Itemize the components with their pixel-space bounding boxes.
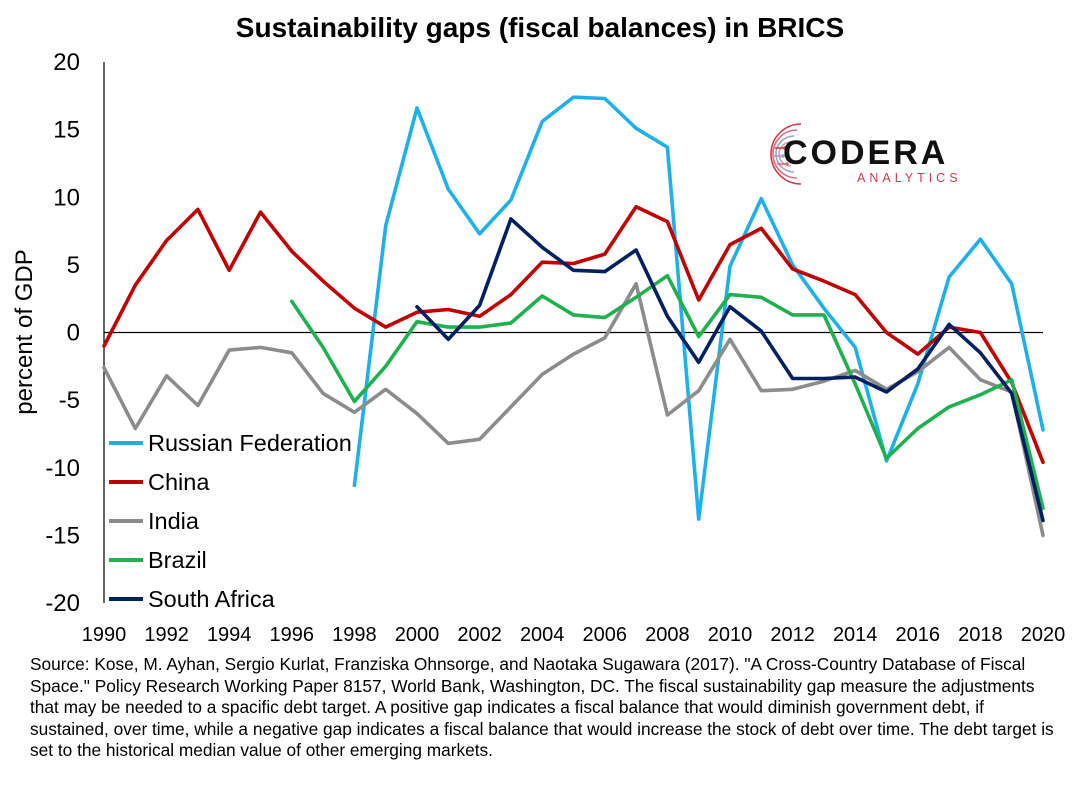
x-tick-label: 2012 [770, 624, 815, 646]
x-tick-label: 2010 [708, 624, 753, 646]
y-axis-label: percent of GDP [11, 249, 38, 414]
x-tick-label: 2016 [896, 624, 941, 646]
x-tick-label: 1994 [207, 624, 252, 646]
logo-wordmark: CODERA [783, 134, 949, 172]
series-line-china [102, 204, 1045, 465]
logo-subtext: ANALYTICS [857, 171, 962, 185]
codera-logo: CODERA ANALYTICS [763, 118, 973, 190]
legend-label-south-africa: South Africa [148, 586, 276, 612]
x-tick-label: 2008 [645, 624, 690, 646]
legend: Russian Federation China India Brazil South … [109, 430, 352, 612]
series-line-india [102, 281, 1045, 538]
legend-label-brazil: Brazil [148, 547, 207, 573]
x-tick-label: 2004 [520, 624, 565, 646]
x-tick-label: 2014 [833, 624, 878, 646]
series-line-russian-federation [352, 95, 1045, 521]
x-tick-label: 2006 [583, 624, 628, 646]
legend-label-india: India [148, 508, 200, 534]
y-tick-label: 20 [53, 49, 80, 76]
y-tick-label: -20 [45, 590, 80, 617]
x-tick-label: 2018 [958, 624, 1003, 646]
y-tick-label: -5 [59, 387, 80, 414]
y-tick-label: -15 [45, 522, 80, 549]
x-tick-label: 1996 [270, 624, 315, 646]
y-tick-label: 10 [53, 184, 80, 211]
x-tick-label: 1992 [144, 624, 189, 646]
series-line-south-africa [415, 217, 1045, 523]
source-note: Source: Kose, M. Ayhan, Sergio Kurlat, F… [30, 654, 1054, 761]
x-tick-label: 1998 [332, 624, 377, 646]
line-chart: -20 -15 -10 -5 0 5 10 15 20 1990 1992 1994 1996 1998 2… [11, 49, 1065, 646]
y-tick-label: 15 [53, 117, 80, 144]
x-tick-label: 2000 [395, 624, 440, 646]
x-tick-label: 1990 [82, 624, 127, 646]
x-tick-label: 2002 [457, 624, 502, 646]
series-lines [102, 95, 1045, 538]
y-tick-label: 5 [67, 252, 80, 279]
y-tick-label: 0 [67, 320, 80, 347]
series-line-brazil [289, 273, 1045, 511]
tick-labels: -20 -15 -10 -5 0 5 10 15 20 1990 1992 1994 1996 1998 2… [45, 49, 1065, 646]
legend-label-china: China [148, 469, 210, 495]
codera-circuit-logo-icon [770, 123, 802, 185]
x-tick-label: 2020 [1021, 624, 1066, 646]
y-tick-label: -10 [45, 455, 80, 482]
legend-label-russian-federation: Russian Federation [148, 430, 352, 456]
chart-title: Sustainability gaps (fiscal balances) in… [235, 12, 845, 43]
